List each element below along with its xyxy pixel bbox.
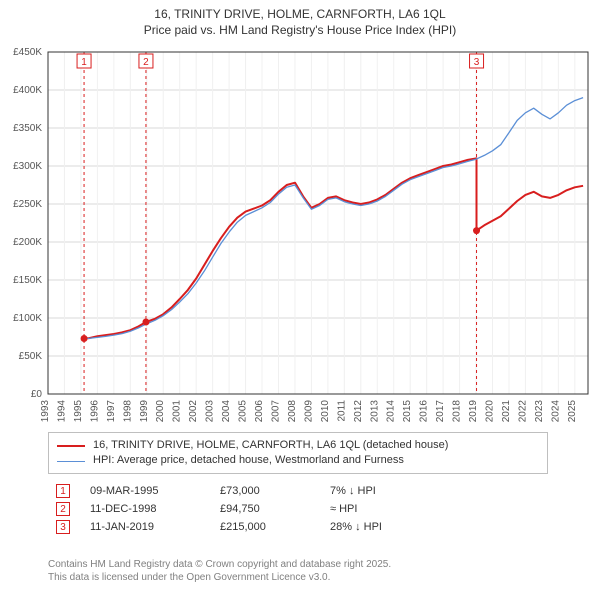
svg-text:£200K: £200K [13,237,42,248]
svg-text:2009: 2009 [303,400,314,423]
event-row: 1 09-MAR-1995 £73,000 7% ↓ HPI [56,482,540,500]
svg-text:1998: 1998 [122,400,133,423]
title-line-2: Price paid vs. HM Land Registry's House … [0,22,600,38]
svg-text:2019: 2019 [468,400,479,423]
svg-text:2007: 2007 [270,400,281,423]
legend-label: HPI: Average price, detached house, West… [93,453,404,468]
svg-text:1997: 1997 [106,400,117,423]
line-chart-svg: £0 £50K £100K £150K £200K £250K £300K £350K £400… [0,44,600,424]
svg-text:1995: 1995 [73,400,84,423]
svg-text:2018: 2018 [452,400,463,423]
svg-text:2011: 2011 [336,400,347,422]
svg-text:1996: 1996 [89,400,100,423]
svg-text:2017: 2017 [435,400,446,423]
legend-item: HPI: Average price, detached house, West… [57,453,539,468]
footer-attribution: Contains HM Land Registry data © Crown c… [48,558,548,584]
svg-text:2023: 2023 [534,400,545,423]
svg-text:2020: 2020 [485,400,496,423]
svg-text:2021: 2021 [501,400,512,423]
event-marker: 1 [56,484,70,498]
svg-text:2008: 2008 [287,400,298,423]
svg-text:2022: 2022 [517,400,528,423]
svg-text:£450K: £450K [13,47,42,58]
legend-swatch [57,461,85,462]
footer-line-2: This data is licensed under the Open Gov… [48,571,548,584]
svg-text:1993: 1993 [40,400,51,423]
svg-text:2025: 2025 [567,400,578,423]
svg-text:£400K: £400K [13,85,42,96]
svg-text:2014: 2014 [386,400,397,423]
svg-text:2024: 2024 [550,400,561,423]
footer-line-1: Contains HM Land Registry data © Crown c… [48,558,548,571]
legend-item: 16, TRINITY DRIVE, HOLME, CARNFORTH, LA6… [57,438,539,453]
event-marker: 3 [56,520,70,534]
event-marker: 2 [56,502,70,516]
svg-text:2012: 2012 [353,400,364,423]
svg-text:2004: 2004 [221,400,232,423]
chart-area: £0 £50K £100K £150K £200K £250K £300K £350K £400… [0,44,600,424]
svg-text:1999: 1999 [139,400,150,423]
event-date: 09-MAR-1995 [90,485,200,497]
svg-text:£0: £0 [31,389,43,400]
svg-text:1994: 1994 [56,400,67,423]
event-row: 2 11-DEC-1998 £94,750 ≈ HPI [56,500,540,518]
svg-text:£300K: £300K [13,161,42,172]
legend-box: 16, TRINITY DRIVE, HOLME, CARNFORTH, LA6… [48,432,548,474]
svg-text:2013: 2013 [369,400,380,423]
svg-text:£100K: £100K [13,313,42,324]
svg-text:£50K: £50K [19,351,43,362]
event-hpi-delta: ≈ HPI [330,503,540,515]
svg-text:2003: 2003 [205,400,216,423]
event-price: £73,000 [220,485,310,497]
svg-text:£350K: £350K [13,123,42,134]
svg-text:2005: 2005 [238,400,249,423]
legend-label: 16, TRINITY DRIVE, HOLME, CARNFORTH, LA6… [93,438,448,453]
svg-text:2000: 2000 [155,400,166,423]
svg-text:2010: 2010 [320,400,331,423]
svg-text:2002: 2002 [188,400,199,423]
chart-title: 16, TRINITY DRIVE, HOLME, CARNFORTH, LA6… [0,0,600,38]
svg-text:£250K: £250K [13,199,42,210]
svg-text:2: 2 [143,57,149,68]
svg-text:2016: 2016 [419,400,430,423]
event-row: 3 11-JAN-2019 £215,000 28% ↓ HPI [56,518,540,536]
svg-text:2006: 2006 [254,400,265,423]
svg-text:2001: 2001 [172,400,183,423]
events-table: 1 09-MAR-1995 £73,000 7% ↓ HPI 2 11-DEC-1998 £… [48,478,548,540]
svg-text:2015: 2015 [402,400,413,423]
event-hpi-delta: 7% ↓ HPI [330,485,540,497]
title-line-1: 16, TRINITY DRIVE, HOLME, CARNFORTH, LA6… [0,6,600,22]
svg-text:£150K: £150K [13,275,42,286]
svg-text:3: 3 [474,57,480,68]
event-price: £94,750 [220,503,310,515]
event-hpi-delta: 28% ↓ HPI [330,521,540,533]
event-price: £215,000 [220,521,310,533]
event-date: 11-JAN-2019 [90,521,200,533]
event-date: 11-DEC-1998 [90,503,200,515]
legend-swatch [57,445,85,447]
svg-text:1: 1 [81,57,87,68]
